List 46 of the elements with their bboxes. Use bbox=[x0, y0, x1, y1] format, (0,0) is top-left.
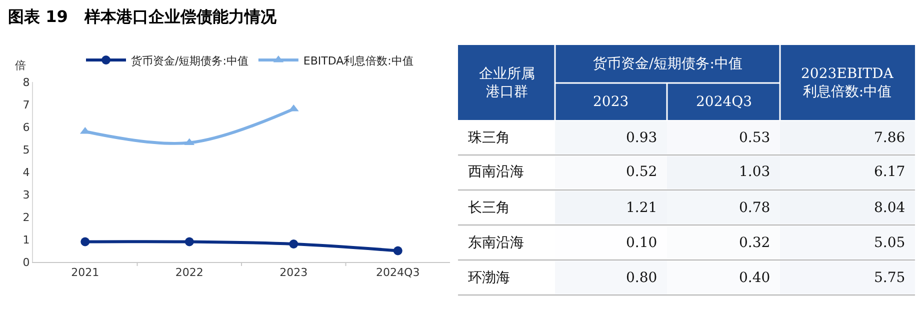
data-label: 0.93 bbox=[626, 130, 658, 146]
x-axis-title: 货币资金/短期债务:中值 bbox=[593, 56, 742, 72]
point bbox=[289, 240, 298, 248]
y-tick-label: 2 bbox=[22, 210, 30, 224]
data-label: 0.32 bbox=[739, 235, 770, 251]
data-label: 8.04 bbox=[874, 200, 906, 216]
y-tick-label: 4 bbox=[22, 166, 30, 179]
data-label: 1.03 bbox=[739, 164, 770, 180]
data-label: 1.21 bbox=[626, 200, 658, 216]
x-tick-label: 2022 bbox=[175, 266, 204, 280]
point bbox=[393, 246, 402, 256]
y-tick-label: 珠三角 bbox=[468, 130, 510, 146]
y-tick-label: 东南沿海 bbox=[468, 235, 524, 251]
x-tick-label: 2021 bbox=[71, 266, 100, 280]
data-label: 7.86 bbox=[874, 130, 906, 146]
x-tick-label: 2023 bbox=[280, 266, 308, 280]
data-label: 0.78 bbox=[739, 200, 770, 216]
y-tick-label: 7 bbox=[22, 98, 30, 112]
y-tick-label: 5 bbox=[22, 143, 30, 156]
legend-label: EBITDA利息倍数:中值 bbox=[303, 54, 414, 68]
x-tick-label: 2024Q3 bbox=[376, 266, 420, 280]
data-label: 0.52 bbox=[626, 164, 658, 180]
chart-title: 图表 19 样本港口企业偿债能力情况 bbox=[8, 7, 278, 26]
x-tick-label: 2024Q3 bbox=[696, 94, 752, 110]
data-label: 0.40 bbox=[739, 270, 770, 286]
legend-label: 货币资金/短期债务:中值 bbox=[131, 54, 248, 68]
data-label: 0.53 bbox=[739, 130, 770, 146]
data-label: 6.17 bbox=[874, 164, 906, 180]
y-axis-title: 倍 bbox=[15, 59, 26, 72]
y-tick-label: 3 bbox=[22, 188, 30, 202]
y-tick-label: 8 bbox=[22, 76, 30, 89]
y-tick-label: 长三角 bbox=[468, 200, 510, 216]
point bbox=[80, 237, 90, 246]
data-label: 5.75 bbox=[874, 270, 906, 286]
data-label: 0.80 bbox=[626, 270, 658, 286]
data-label: 0.10 bbox=[626, 235, 658, 251]
data-label: 5.05 bbox=[874, 235, 906, 251]
y-tick-label: 1 bbox=[22, 233, 30, 246]
y-tick-label: 6 bbox=[22, 120, 30, 134]
x-tick-label: 2023EBITDA 利息倍数:中值 bbox=[801, 66, 894, 100]
x-tick-label: 2023 bbox=[593, 94, 629, 110]
y-tick-label: 0 bbox=[22, 256, 30, 269]
y-tick-label: 西南沿海 bbox=[468, 164, 524, 180]
y-axis-title: 企业所属港口群 bbox=[479, 66, 535, 100]
y-tick-label: 环渤海 bbox=[468, 270, 510, 286]
point bbox=[184, 237, 194, 246]
